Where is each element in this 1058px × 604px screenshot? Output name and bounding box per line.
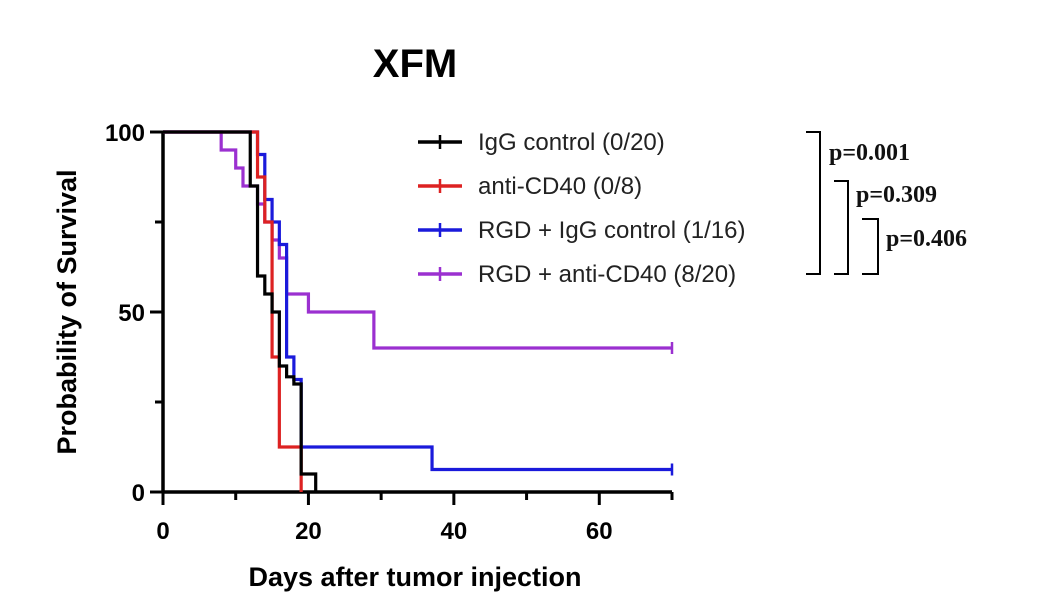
p-value-bracket [862,218,879,275]
legend-entry: IgG control (0/20) [478,129,665,156]
p-value-label: p=0.001 [829,140,910,166]
series-line [163,130,318,492]
x-tick-label: 20 [295,518,322,545]
p-value-label: p=0.406 [886,226,967,252]
x-tick-label: 0 [156,518,169,545]
chart-title: XFM [373,42,457,86]
axes: 0 50 100 0 20 40 60 [105,120,674,545]
legend-entry: anti-CD40 (0/8) [478,173,642,200]
y-tick-label: 50 [118,300,145,327]
p-value-annotations: p=0.001 p=0.309 p=0.406 [806,131,967,275]
x-axis-label: Days after tumor injection [248,562,581,592]
x-tick-label: 60 [586,518,613,545]
legend-entry: RGD + anti-CD40 (8/20) [478,261,736,288]
legend-entry: RGD + IgG control (1/16) [478,217,745,244]
series-group [163,130,674,492]
series-line [163,130,303,492]
p-value-bracket [806,131,821,275]
legend: IgG control (0/20) anti-CD40 (0/8) RGD + I… [418,129,745,288]
y-axis-label: Probability of Survival [52,169,82,454]
y-tick-label: 0 [132,480,145,507]
p-value-bracket [834,180,849,275]
y-tick-label: 100 [105,120,145,147]
p-value-label: p=0.309 [856,182,937,208]
x-tick-label: 40 [441,518,468,545]
